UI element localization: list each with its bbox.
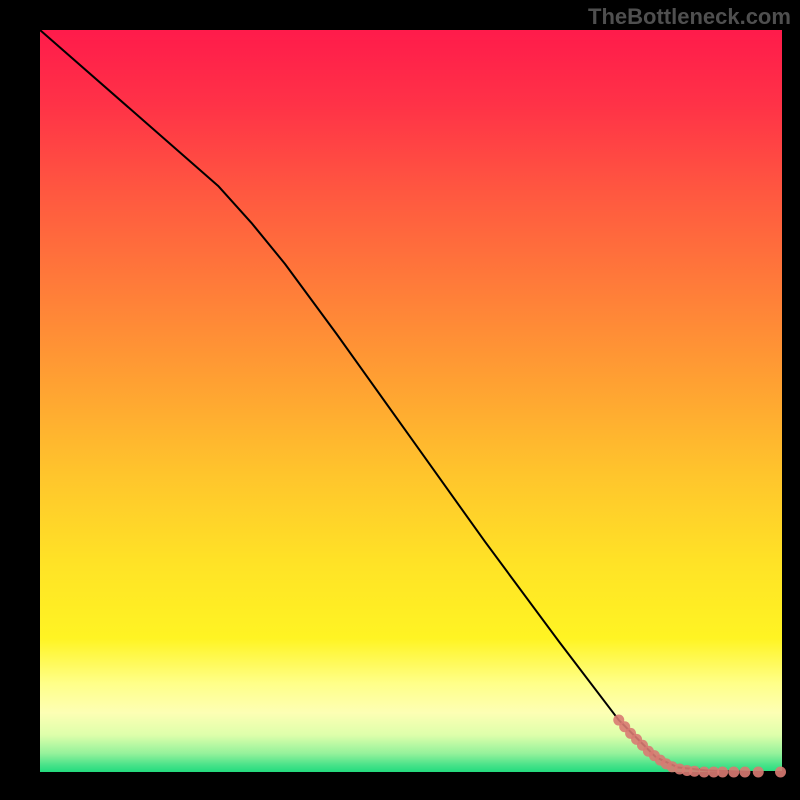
highlight-marker: [775, 767, 786, 778]
highlight-marker: [753, 767, 764, 778]
chart-stage: TheBottleneck.com: [0, 0, 800, 800]
highlight-marker: [739, 767, 750, 778]
highlight-marker: [728, 767, 739, 778]
bottleneck-curve: [40, 30, 782, 772]
highlight-marker: [699, 767, 710, 778]
series-layer: [40, 30, 782, 772]
highlight-marker: [689, 766, 700, 777]
highlight-marker: [717, 767, 728, 778]
watermark-text: TheBottleneck.com: [588, 4, 791, 30]
plot-area: [40, 30, 782, 772]
highlight-markers: [613, 715, 786, 778]
